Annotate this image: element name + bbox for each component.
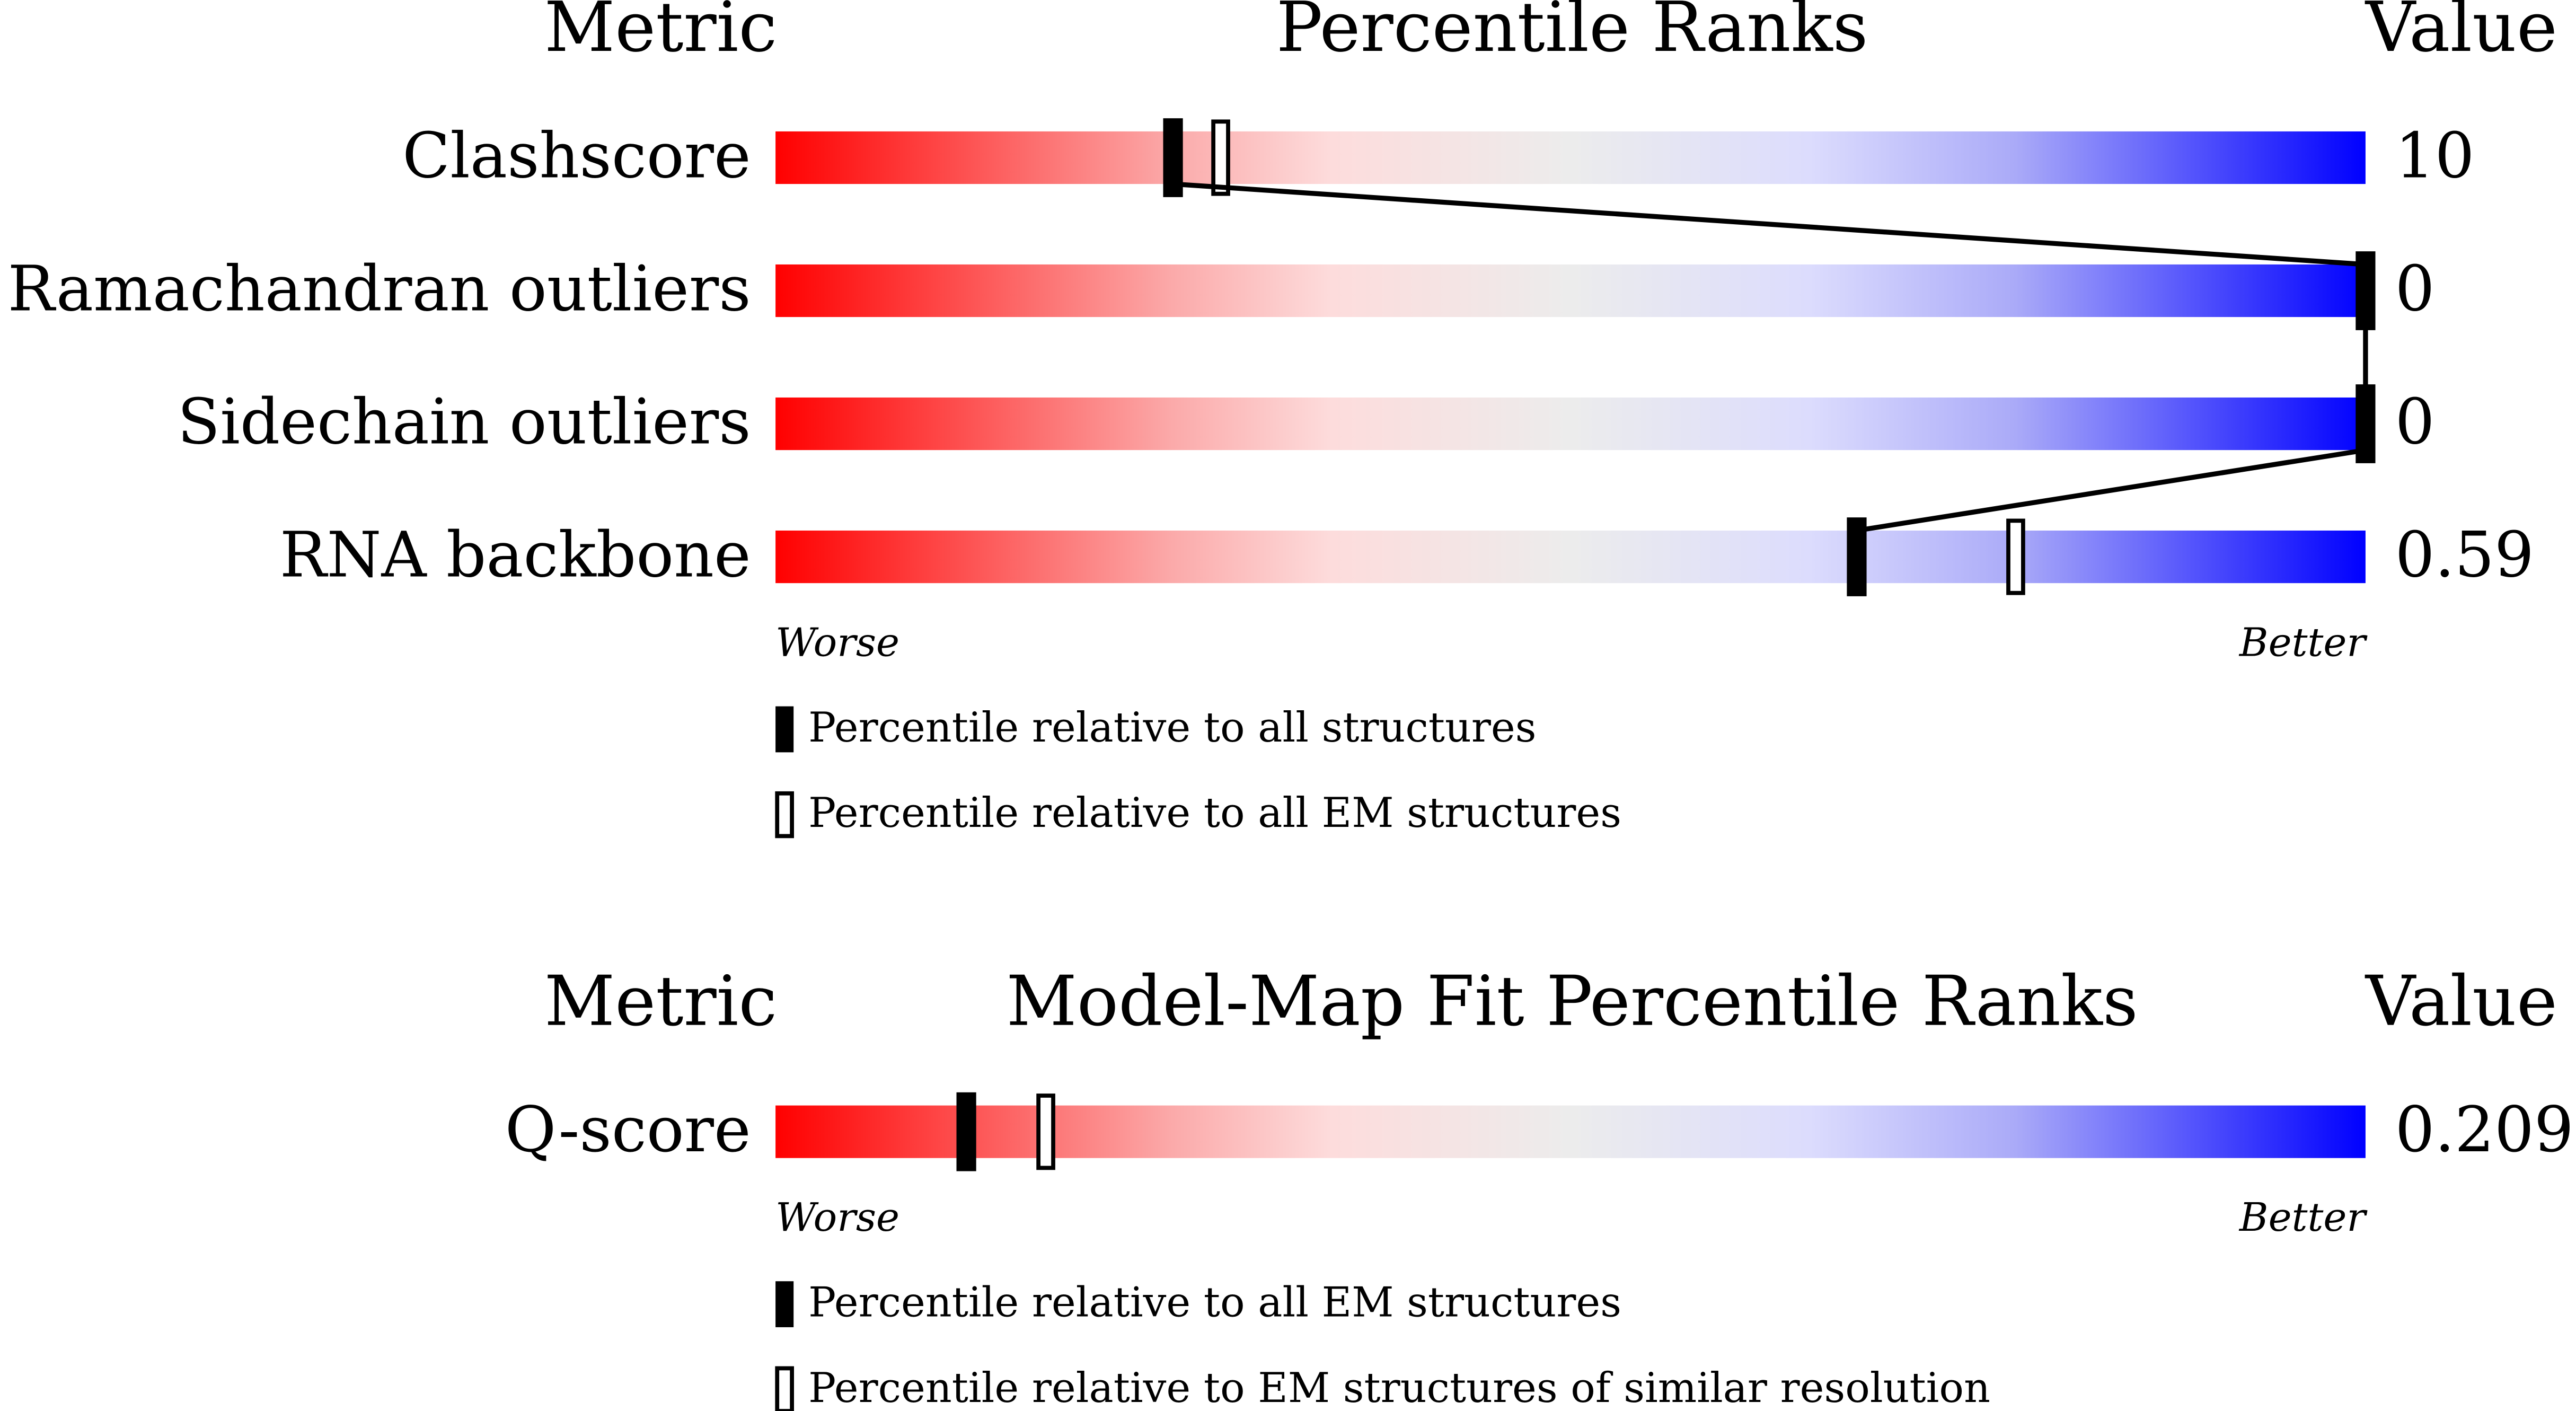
metric-label: Clashscore xyxy=(402,119,751,192)
legend-label: Percentile relative to all structures xyxy=(808,704,1536,752)
legend-swatch xyxy=(775,1281,794,1327)
percentile-marker xyxy=(956,1092,976,1171)
metric-value: 0.59 xyxy=(2395,518,2534,591)
connector-line xyxy=(1856,447,2366,533)
percentile-marker-open xyxy=(1211,119,1230,196)
worse-label: Worse xyxy=(775,619,899,665)
slider-bar xyxy=(775,530,2366,584)
slider-bar xyxy=(775,264,2366,318)
metric-label: Q-score xyxy=(505,1093,751,1166)
metric-value: 0.209 xyxy=(2395,1093,2574,1166)
value-header: Value xyxy=(2365,961,2557,1042)
percentile-marker-open xyxy=(2006,518,2025,595)
metric-value: 10 xyxy=(2395,119,2475,192)
legend-swatch xyxy=(775,1366,794,1411)
value-header: Value xyxy=(2365,0,2557,67)
worse-label: Worse xyxy=(775,1194,899,1240)
metric-label: Sidechain outliers xyxy=(178,385,751,458)
metric-value: 0 xyxy=(2395,385,2435,458)
legend-swatch xyxy=(775,706,794,753)
slider-bar xyxy=(775,397,2366,451)
legend-label: Percentile relative to EM structures of … xyxy=(808,1364,1990,1411)
chart-title: Percentile Ranks xyxy=(1276,0,1868,67)
better-label: Better xyxy=(2238,619,2368,665)
metric-header: Metric xyxy=(544,961,777,1042)
metric-label: RNA backbone xyxy=(280,518,751,591)
connector-line xyxy=(1172,181,2366,267)
chart-title: Model-Map Fit Percentile Ranks xyxy=(1006,961,2138,1042)
slider-bar xyxy=(775,131,2366,184)
better-label: Better xyxy=(2238,1194,2368,1240)
percentile-marker-open xyxy=(1036,1093,1055,1170)
metric-value: 0 xyxy=(2395,252,2435,325)
legend-swatch xyxy=(775,791,794,839)
legend-label: Percentile relative to all EM structures xyxy=(808,789,1621,837)
metric-label: Ramachandran outliers xyxy=(8,252,751,325)
legend-label: Percentile relative to all EM structures xyxy=(808,1279,1621,1327)
metric-header: Metric xyxy=(544,0,777,67)
slider-bar xyxy=(775,1105,2366,1158)
